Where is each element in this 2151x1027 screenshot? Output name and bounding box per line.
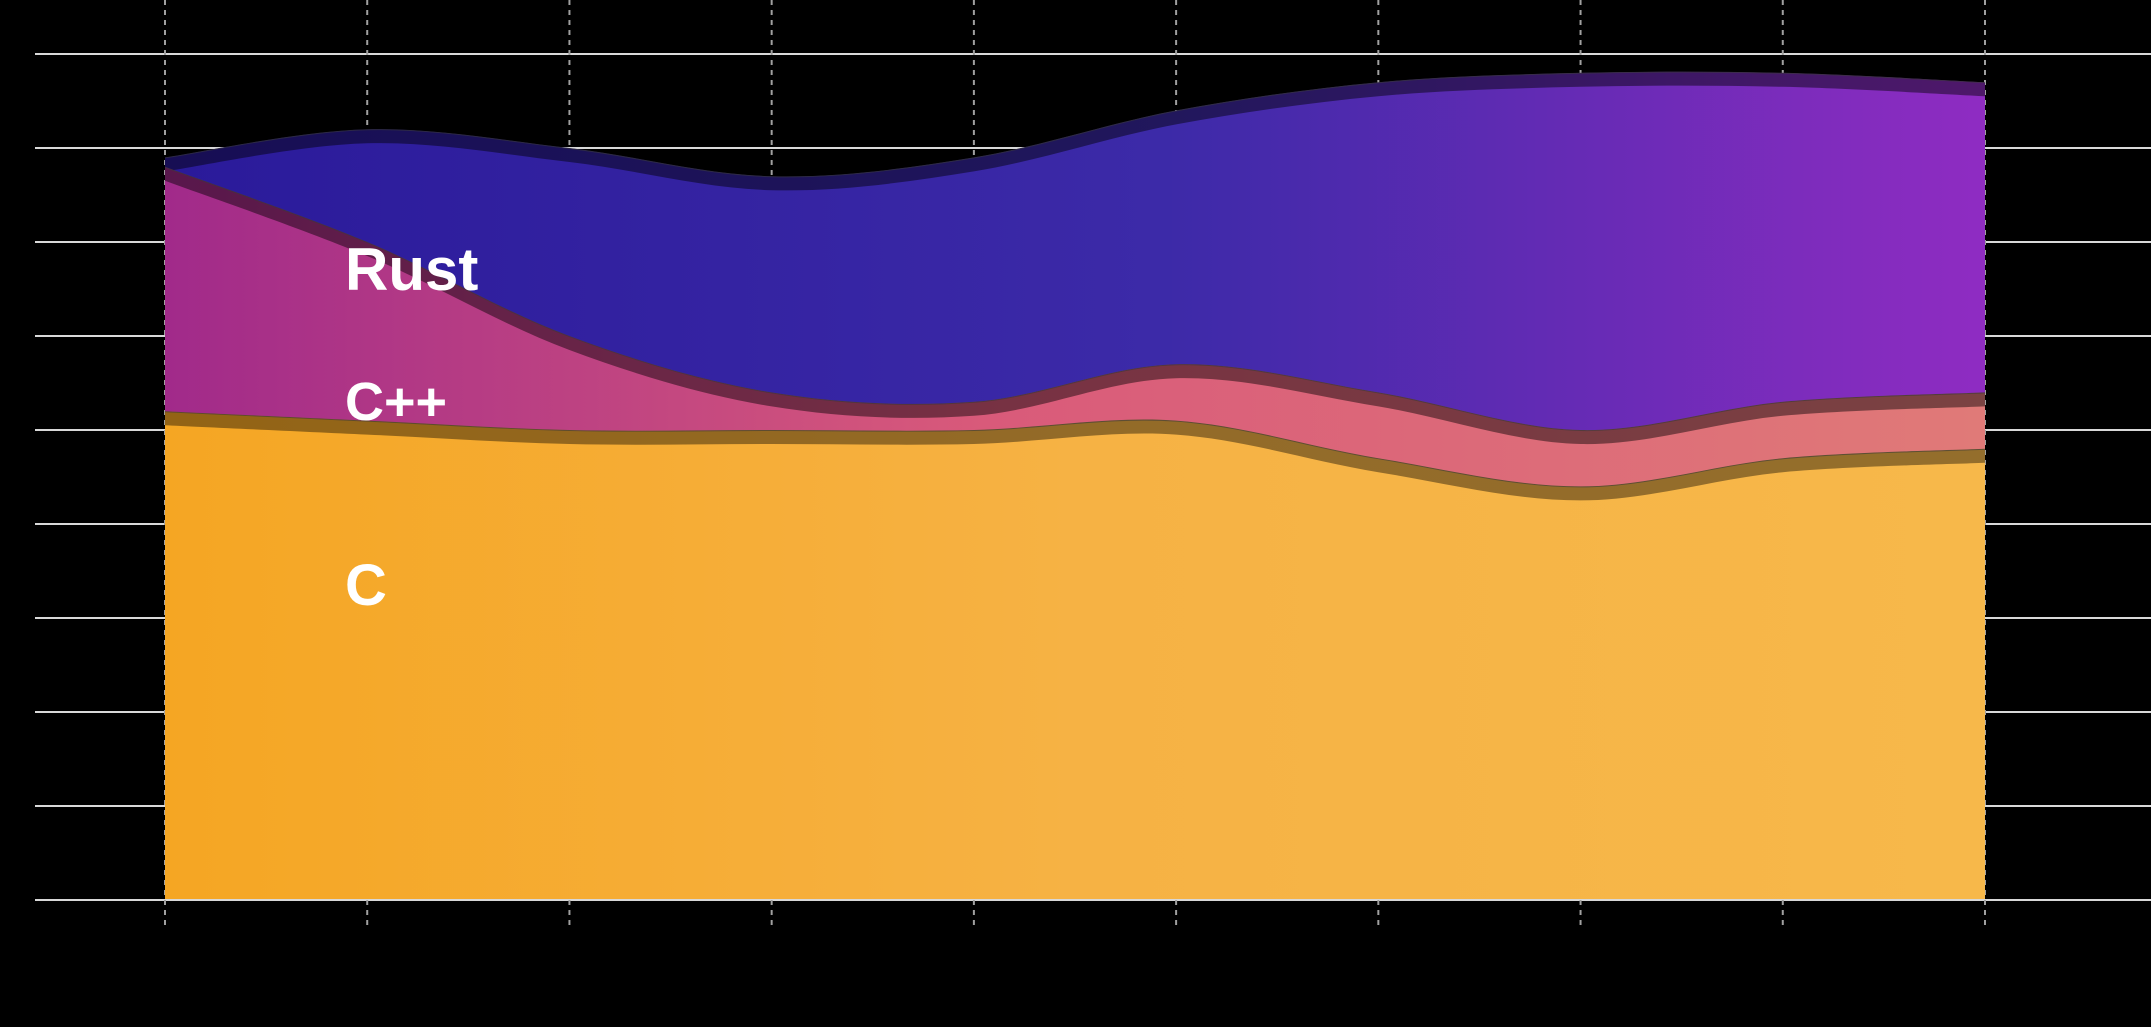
label-Cpp: C++ bbox=[345, 372, 447, 432]
stacked-area-chart: Rust C++ C bbox=[0, 0, 2151, 1027]
label-C: C bbox=[345, 553, 387, 618]
series-C bbox=[165, 411, 1985, 900]
chart-canvas: Rust C++ C bbox=[0, 0, 2151, 1027]
series-areas bbox=[165, 72, 1985, 900]
label-Rust: Rust bbox=[345, 236, 478, 303]
